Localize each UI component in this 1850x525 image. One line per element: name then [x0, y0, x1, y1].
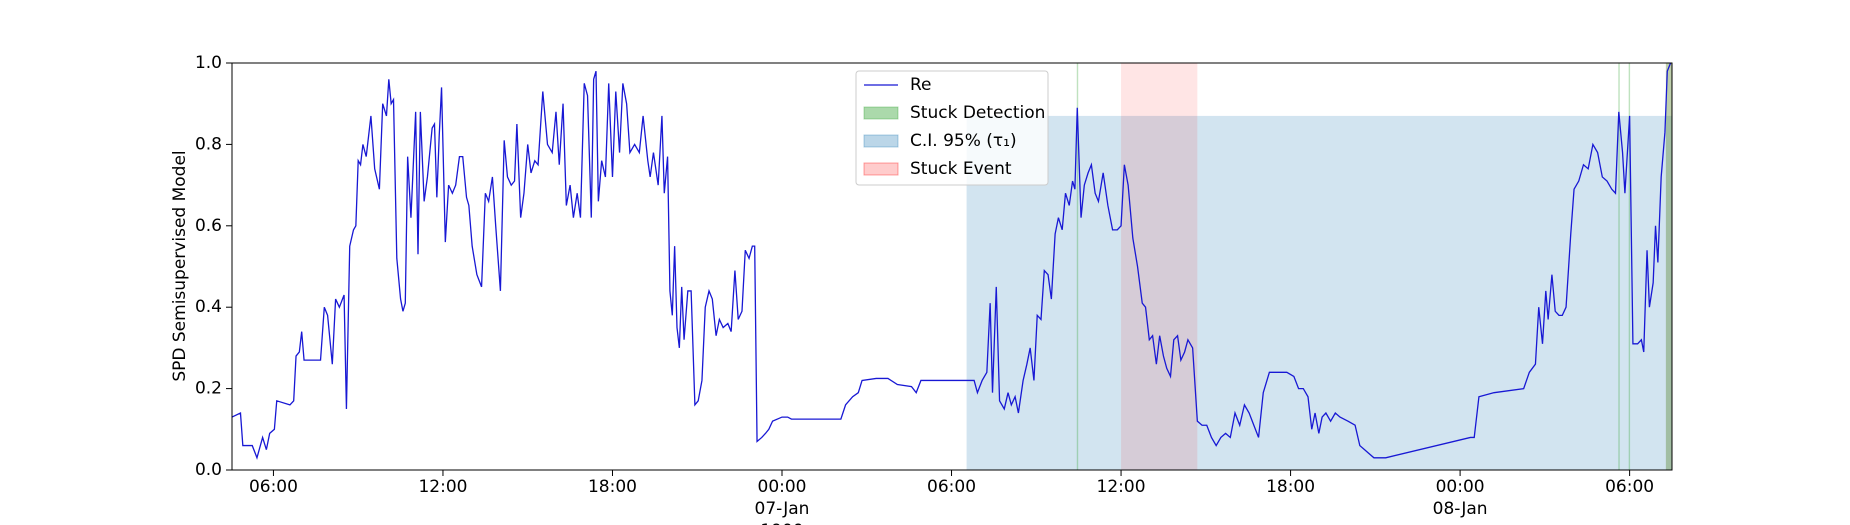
x-tick-label: 12:00: [1097, 477, 1146, 497]
band: [1665, 63, 1672, 470]
legend-patch: [863, 134, 899, 148]
y-tick-label: 0.6: [195, 216, 222, 236]
y-axis-label: SPD Semisupervised Model: [170, 150, 190, 381]
y-tick-label: 0.0: [195, 460, 222, 480]
y-tick-label: 0.4: [195, 297, 222, 317]
y-tick-label: 1.0: [195, 53, 222, 73]
legend-patch: [863, 162, 899, 176]
legend-label: Re: [910, 75, 932, 95]
band: [1121, 63, 1198, 470]
data-line: [231, 62, 1672, 460]
band: [1665, 63, 1672, 470]
x-tick-label: 18:00: [588, 477, 637, 497]
legend-patch: [863, 106, 899, 120]
band: [1618, 63, 1620, 470]
x-tick-label: 06:00: [927, 477, 976, 497]
legend-label: C.I. 95% (τ₁): [910, 131, 1017, 151]
x-tick-label: 12:00: [418, 477, 467, 497]
x-tick-label: 06:00: [1605, 477, 1654, 497]
band: [1076, 63, 1079, 470]
y-tick-label: 0.8: [195, 134, 222, 154]
x-tick-label: 18:00: [1266, 477, 1315, 497]
band: [966, 115, 1672, 470]
legend-label: Stuck Event: [910, 159, 1012, 179]
x-tick-label: 00:00 08-Jan: [1433, 477, 1488, 519]
y-tick-label: 0.2: [195, 379, 222, 399]
legend-box: [855, 70, 1049, 186]
legend-label: Stuck Detection: [910, 103, 1045, 123]
x-tick-label: 06:00: [249, 477, 298, 497]
band: [1628, 63, 1631, 470]
